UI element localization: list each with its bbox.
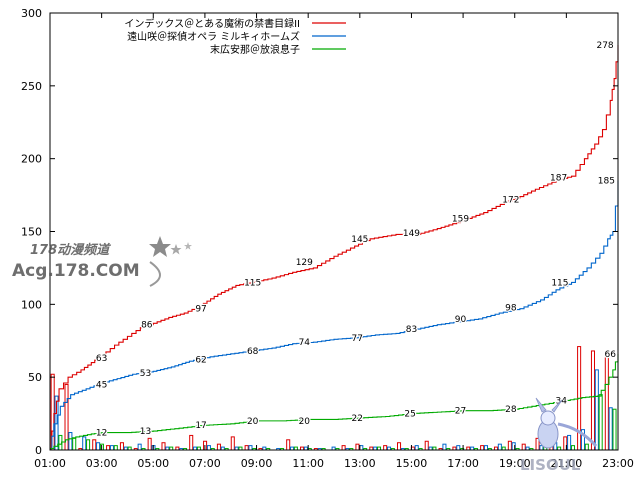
data-label: 62 [195, 356, 206, 366]
data-label: 28 [505, 405, 517, 415]
star-icon [184, 242, 192, 250]
data-label: 66 [605, 350, 617, 360]
y-tick-label: 250 [21, 80, 42, 93]
data-label: 27 [455, 407, 466, 417]
mascot-watermark [535, 397, 598, 449]
legend-label: インデックス＠とある魔術の禁書目録II [124, 17, 300, 30]
data-label: 22 [352, 414, 363, 424]
x-tick-label: 17:00 [447, 457, 479, 470]
y-tick-label: 50 [28, 371, 42, 384]
x-tick-label: 07:00 [189, 457, 221, 470]
data-label: 68 [247, 347, 259, 357]
star-icon [170, 244, 182, 255]
data-label: 25 [404, 410, 415, 420]
x-tick-label: 09:00 [241, 457, 273, 470]
x-tick-label: 19:00 [499, 457, 531, 470]
data-label: 159 [452, 214, 469, 224]
data-label: 90 [455, 315, 467, 325]
data-label: 83 [406, 325, 417, 335]
data-label: 187 [550, 174, 567, 184]
data-label: 13 [140, 427, 151, 437]
data-label: 97 [195, 305, 206, 315]
data-label: 12 [96, 429, 107, 439]
data-label: 17 [195, 421, 206, 431]
data-label: 63 [96, 354, 107, 364]
y-tick-label: 150 [21, 226, 42, 239]
data-label: 53 [140, 369, 151, 379]
x-tick-label: 13:00 [344, 457, 376, 470]
series-line [50, 180, 619, 450]
swoosh-icon [149, 261, 161, 287]
watermark-corner: LISOUL [520, 456, 581, 474]
x-tick-label: 03:00 [86, 457, 118, 470]
data-label: 149 [403, 229, 420, 239]
data-label: 172 [502, 195, 519, 205]
data-label: 115 [244, 278, 261, 288]
x-tick-label: 21:00 [551, 457, 583, 470]
data-label: 145 [351, 235, 368, 245]
data-label: 278 [596, 41, 613, 51]
y-tick-label: 200 [21, 153, 42, 166]
data-label: 115 [551, 278, 568, 288]
y-tick-label: 100 [21, 298, 42, 311]
star-icon [149, 236, 171, 257]
data-label: 98 [505, 303, 517, 313]
site-watermark: 178动漫频道 Acg.178.COM [12, 236, 192, 287]
data-label: 129 [296, 258, 313, 268]
y-tick-label: 300 [21, 7, 42, 20]
data-labels: 63 86 97 115 129 145 149 159 172 187 278 45 53 62 68 74… [95, 40, 618, 440]
data-label: 74 [299, 338, 311, 348]
watermark-site-url: Acg.178.COM [12, 261, 140, 281]
x-tick-label: 23:00 [602, 457, 634, 470]
x-tick-label: 11:00 [292, 457, 324, 470]
data-label: 77 [352, 334, 363, 344]
data-label: 45 [96, 380, 107, 390]
data-label: 86 [141, 321, 153, 331]
legend-label: 遠山咲＠探偵オペラ ミルキィホームズ [127, 30, 300, 43]
legend-label: 末広安那＠放浪息子 [210, 43, 300, 56]
x-tick-label: 01:00 [34, 457, 66, 470]
watermark-site-cn: 178动漫频道 [30, 242, 111, 258]
series-line [50, 45, 619, 450]
x-tick-label: 15:00 [396, 457, 428, 470]
x-tick-label: 05:00 [137, 457, 169, 470]
data-label: 20 [247, 417, 259, 427]
data-label: 185 [598, 177, 615, 187]
axes: 0 50 100 150 200 250 300 01:00 03:00 05:00 07:00 09… [21, 7, 634, 470]
data-label: 20 [299, 417, 311, 427]
y-tick-label: 0 [35, 444, 42, 457]
